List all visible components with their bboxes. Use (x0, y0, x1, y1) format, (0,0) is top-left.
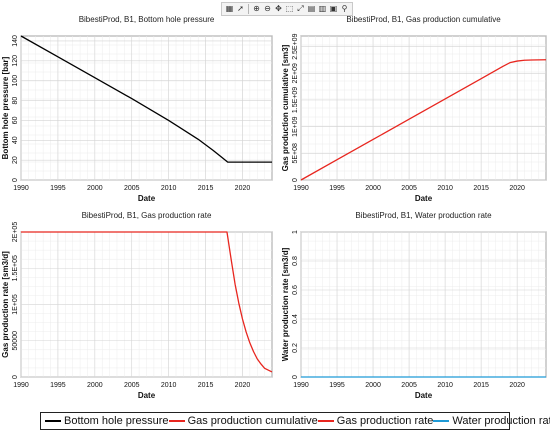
pan-icon[interactable]: ✥ (275, 4, 282, 13)
zoom-box-icon[interactable]: ⬚ (285, 4, 294, 13)
x-tick-label: 2000 (87, 382, 103, 389)
chart-title: BibestiProd, B1, Gas production rate (82, 211, 212, 220)
x-tick-label: 2000 (365, 382, 381, 389)
chart-legend: Bottom hole pressure Gas production cumu… (40, 412, 550, 430)
x-tick-label: 1990 (293, 185, 309, 192)
legend-item-water-production-rate[interactable]: Water production rate (433, 415, 550, 427)
legend-label: Bottom hole pressure (64, 415, 169, 427)
y-axis-label: Water production rate [sm3/d] (281, 247, 290, 361)
x-tick-label: 2010 (437, 185, 453, 192)
legend-label: Gas production rate (336, 415, 434, 427)
x-tick-label: 1990 (13, 382, 29, 389)
y-tick-label: 1 (292, 230, 299, 234)
y-tick-label: 100 (12, 75, 19, 87)
grid-icon[interactable]: ▤ (307, 4, 316, 13)
x-tick-label: 2020 (509, 382, 525, 389)
y-tick-label: 5E+08 (292, 143, 299, 164)
y-tick-label: 0 (12, 178, 19, 182)
chart-title: BibestiProd, B1, Water production rate (355, 211, 492, 220)
y-tick-label: 1.5E+05 (12, 255, 19, 281)
series-line (20, 35, 272, 163)
legend-swatch (45, 420, 61, 422)
x-axis-label: Date (138, 194, 156, 203)
x-tick-label: 2000 (365, 185, 381, 192)
x-tick-label: 2000 (87, 185, 103, 192)
legend-swatch (168, 420, 185, 422)
series-line (21, 231, 273, 373)
x-axis-label: Date (415, 391, 433, 400)
legend-label: Gas production cumulative (187, 415, 318, 427)
x-tick-label: 2015 (198, 382, 214, 389)
chart-title: BibestiProd, B1, Gas production cumulati… (346, 15, 501, 24)
zoom-fit-icon[interactable]: ⤢ (297, 4, 304, 13)
zoom-in-icon[interactable]: ⊕ (253, 4, 260, 13)
y-tick-label: 50000 (12, 331, 19, 351)
y-tick-label: 0.2 (292, 343, 299, 353)
y-tick-label: 0.6 (292, 285, 299, 295)
chart-toolbar: ▦ ➚ ⊕ ⊖ ✥ ⬚ ⤢ ▤ ▥ ▣ ⚲ (221, 2, 353, 16)
y-tick-label: 40 (12, 136, 19, 144)
x-tick-label: 2015 (473, 382, 489, 389)
legend-item-gas-production-cumulative[interactable]: Gas production cumulative (168, 415, 318, 427)
chart-gas-production-rate: BibestiProd, B1, Gas production rate 1990… (1, 211, 273, 400)
pin-icon[interactable]: ⚲ (341, 4, 348, 13)
x-tick-label: 1995 (329, 382, 345, 389)
legend-item-gas-production-rate[interactable]: Gas production rate (317, 415, 434, 427)
y-tick-label: 1.5E+09 (292, 87, 299, 113)
y-tick-label: 140 (12, 35, 19, 47)
y-tick-label: 80 (12, 97, 19, 105)
chart-title: BibestiProd, B1, Bottom hole pressure (79, 15, 215, 24)
x-tick-label: 1990 (293, 382, 309, 389)
x-tick-label: 2015 (198, 185, 214, 192)
x-tick-label: 1995 (50, 185, 66, 192)
x-tick-label: 2005 (124, 382, 140, 389)
x-axis-label: Date (415, 194, 433, 203)
y-axis-label: Bottom hole pressure [bar] (1, 56, 10, 159)
y-tick-label: 0 (12, 375, 19, 379)
y-tick-label: 1E+05 (12, 294, 19, 315)
y-tick-label: 2.5E+09 (292, 33, 299, 59)
chart-type-icon[interactable]: ▥ (318, 4, 327, 13)
y-tick-label: 0.4 (292, 314, 299, 324)
y-tick-label: 20 (12, 156, 19, 164)
x-tick-label: 1995 (50, 382, 66, 389)
x-tick-label: 2010 (161, 185, 177, 192)
y-tick-label: 120 (12, 55, 19, 67)
y-tick-label: 1E+09 (292, 116, 299, 137)
x-tick-label: 2020 (235, 382, 251, 389)
layout-icon[interactable]: ▦ (225, 4, 234, 13)
x-tick-label: 2020 (235, 185, 251, 192)
chart-water-production-rate: BibestiProd, B1, Water production rate 19… (281, 211, 547, 400)
x-tick-label: 2010 (437, 382, 453, 389)
y-tick-label: 2E+09 (292, 63, 299, 84)
y-axis-label: Gas production cumulative [sm3] (281, 44, 290, 171)
x-tick-label: 1990 (13, 185, 29, 192)
x-tick-label: 2015 (473, 185, 489, 192)
pointer-icon[interactable]: ➚ (237, 4, 244, 13)
y-tick-label: 0 (292, 375, 299, 379)
x-tick-label: 1995 (329, 185, 345, 192)
x-tick-label: 2005 (124, 185, 140, 192)
legend-label: Water production rate (452, 415, 550, 427)
x-tick-label: 2020 (509, 185, 525, 192)
charts-canvas: BibestiProd, B1, Bottom hole pressure 199… (1, 15, 547, 400)
legend-swatch (433, 420, 450, 422)
chart-gas-production-cumulative: BibestiProd, B1, Gas production cumulati… (281, 15, 547, 203)
y-tick-label: 60 (12, 116, 19, 124)
zoom-out-icon[interactable]: ⊖ (264, 4, 271, 13)
y-tick-label: 0 (292, 178, 299, 182)
export-icon[interactable]: ▣ (329, 4, 338, 13)
x-tick-label: 2010 (161, 382, 177, 389)
legend-item-bottom-hole-pressure[interactable]: Bottom hole pressure (45, 415, 169, 427)
y-tick-label: 0.8 (292, 256, 299, 266)
x-axis-label: Date (138, 391, 156, 400)
toolbar-separator (248, 4, 249, 14)
chart-bottom-hole-pressure: BibestiProd, B1, Bottom hole pressure 199… (1, 15, 273, 203)
y-tick-label: 2E+05 (12, 222, 19, 243)
x-tick-label: 2005 (401, 185, 417, 192)
series-line (300, 59, 547, 181)
y-axis-label: Gas production rate [sm3/d] (1, 251, 10, 358)
legend-swatch (317, 420, 334, 422)
x-tick-label: 2005 (401, 382, 417, 389)
